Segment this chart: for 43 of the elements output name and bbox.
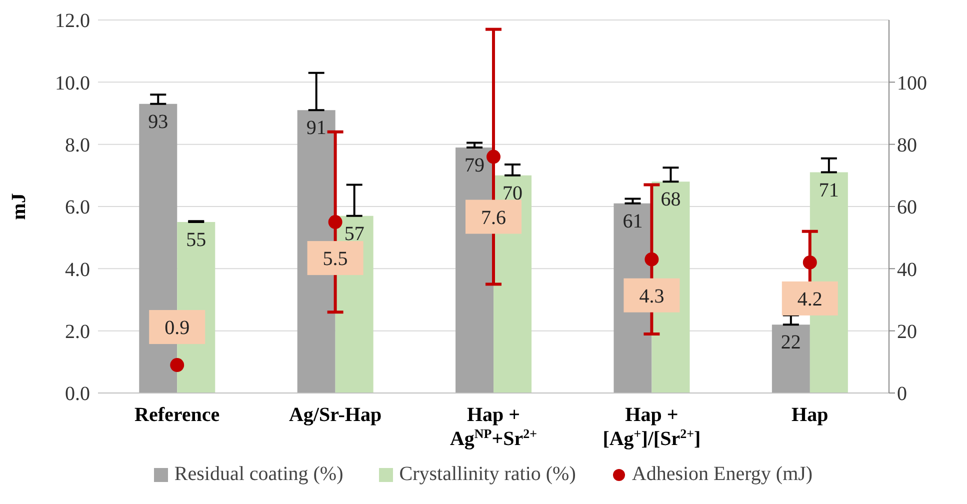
- point: [170, 358, 184, 372]
- x-tick-label: Hap: [792, 404, 828, 426]
- y-tick-label: 8.0: [65, 134, 90, 156]
- data-label: 4.3: [639, 285, 664, 308]
- y2-tick-label: 60: [897, 196, 917, 219]
- point: [644, 252, 659, 266]
- x-tick-label: Reference: [134, 404, 220, 426]
- data-label: 71: [818, 179, 839, 202]
- y-tick-label: 12.0: [55, 10, 90, 32]
- y-axis-title: mJ: [8, 193, 30, 220]
- point: [486, 150, 500, 164]
- y2-tick-label: 100: [897, 72, 927, 94]
- legend-label: Residual coating (%): [173, 463, 344, 486]
- data-label: 0.9: [164, 317, 190, 340]
- data-label: 5.5: [322, 248, 348, 270]
- x-tick-label: Ag/Sr-Hap: [288, 404, 382, 426]
- data-label: 79: [464, 154, 485, 176]
- y-tick-label: 4.0: [65, 258, 90, 281]
- legend-label: Adhesion Energy (mJ): [630, 463, 813, 486]
- data-label: 93: [148, 110, 168, 133]
- y2-tick-label: 40: [897, 258, 917, 281]
- y2-tick-label: 0: [897, 383, 907, 406]
- point: [802, 255, 817, 270]
- legend-label: Crystallinity ratio (%): [398, 463, 576, 486]
- y-tick-label: 10.0: [55, 72, 90, 94]
- point: [328, 215, 342, 230]
- data-label: 91: [306, 117, 326, 140]
- data-label: 22: [780, 332, 801, 354]
- x-tick-label: Hap + Ag$^{NP}$+Sr$^{2+}$: [450, 404, 538, 450]
- x-tick-label: Hap + [Ag$^{+}$]/[Sr$^{2+}$]: [602, 404, 701, 450]
- y-tick-label: 6.0: [65, 196, 90, 219]
- y-tick-label: 2.0: [65, 320, 90, 343]
- data-label: 68: [660, 188, 681, 211]
- y2-tick-label: 20: [897, 320, 917, 343]
- data-label: 7.6: [481, 206, 506, 229]
- y2-tick-label: 80: [897, 134, 917, 156]
- y-tick-label: 0.0: [65, 383, 90, 406]
- data-label: 4.2: [797, 288, 822, 310]
- data-label: 70: [502, 182, 523, 204]
- bar: [772, 324, 810, 393]
- data-label: 55: [186, 229, 206, 252]
- data-label: 61: [622, 210, 643, 232]
- data-label: 57: [344, 222, 364, 245]
